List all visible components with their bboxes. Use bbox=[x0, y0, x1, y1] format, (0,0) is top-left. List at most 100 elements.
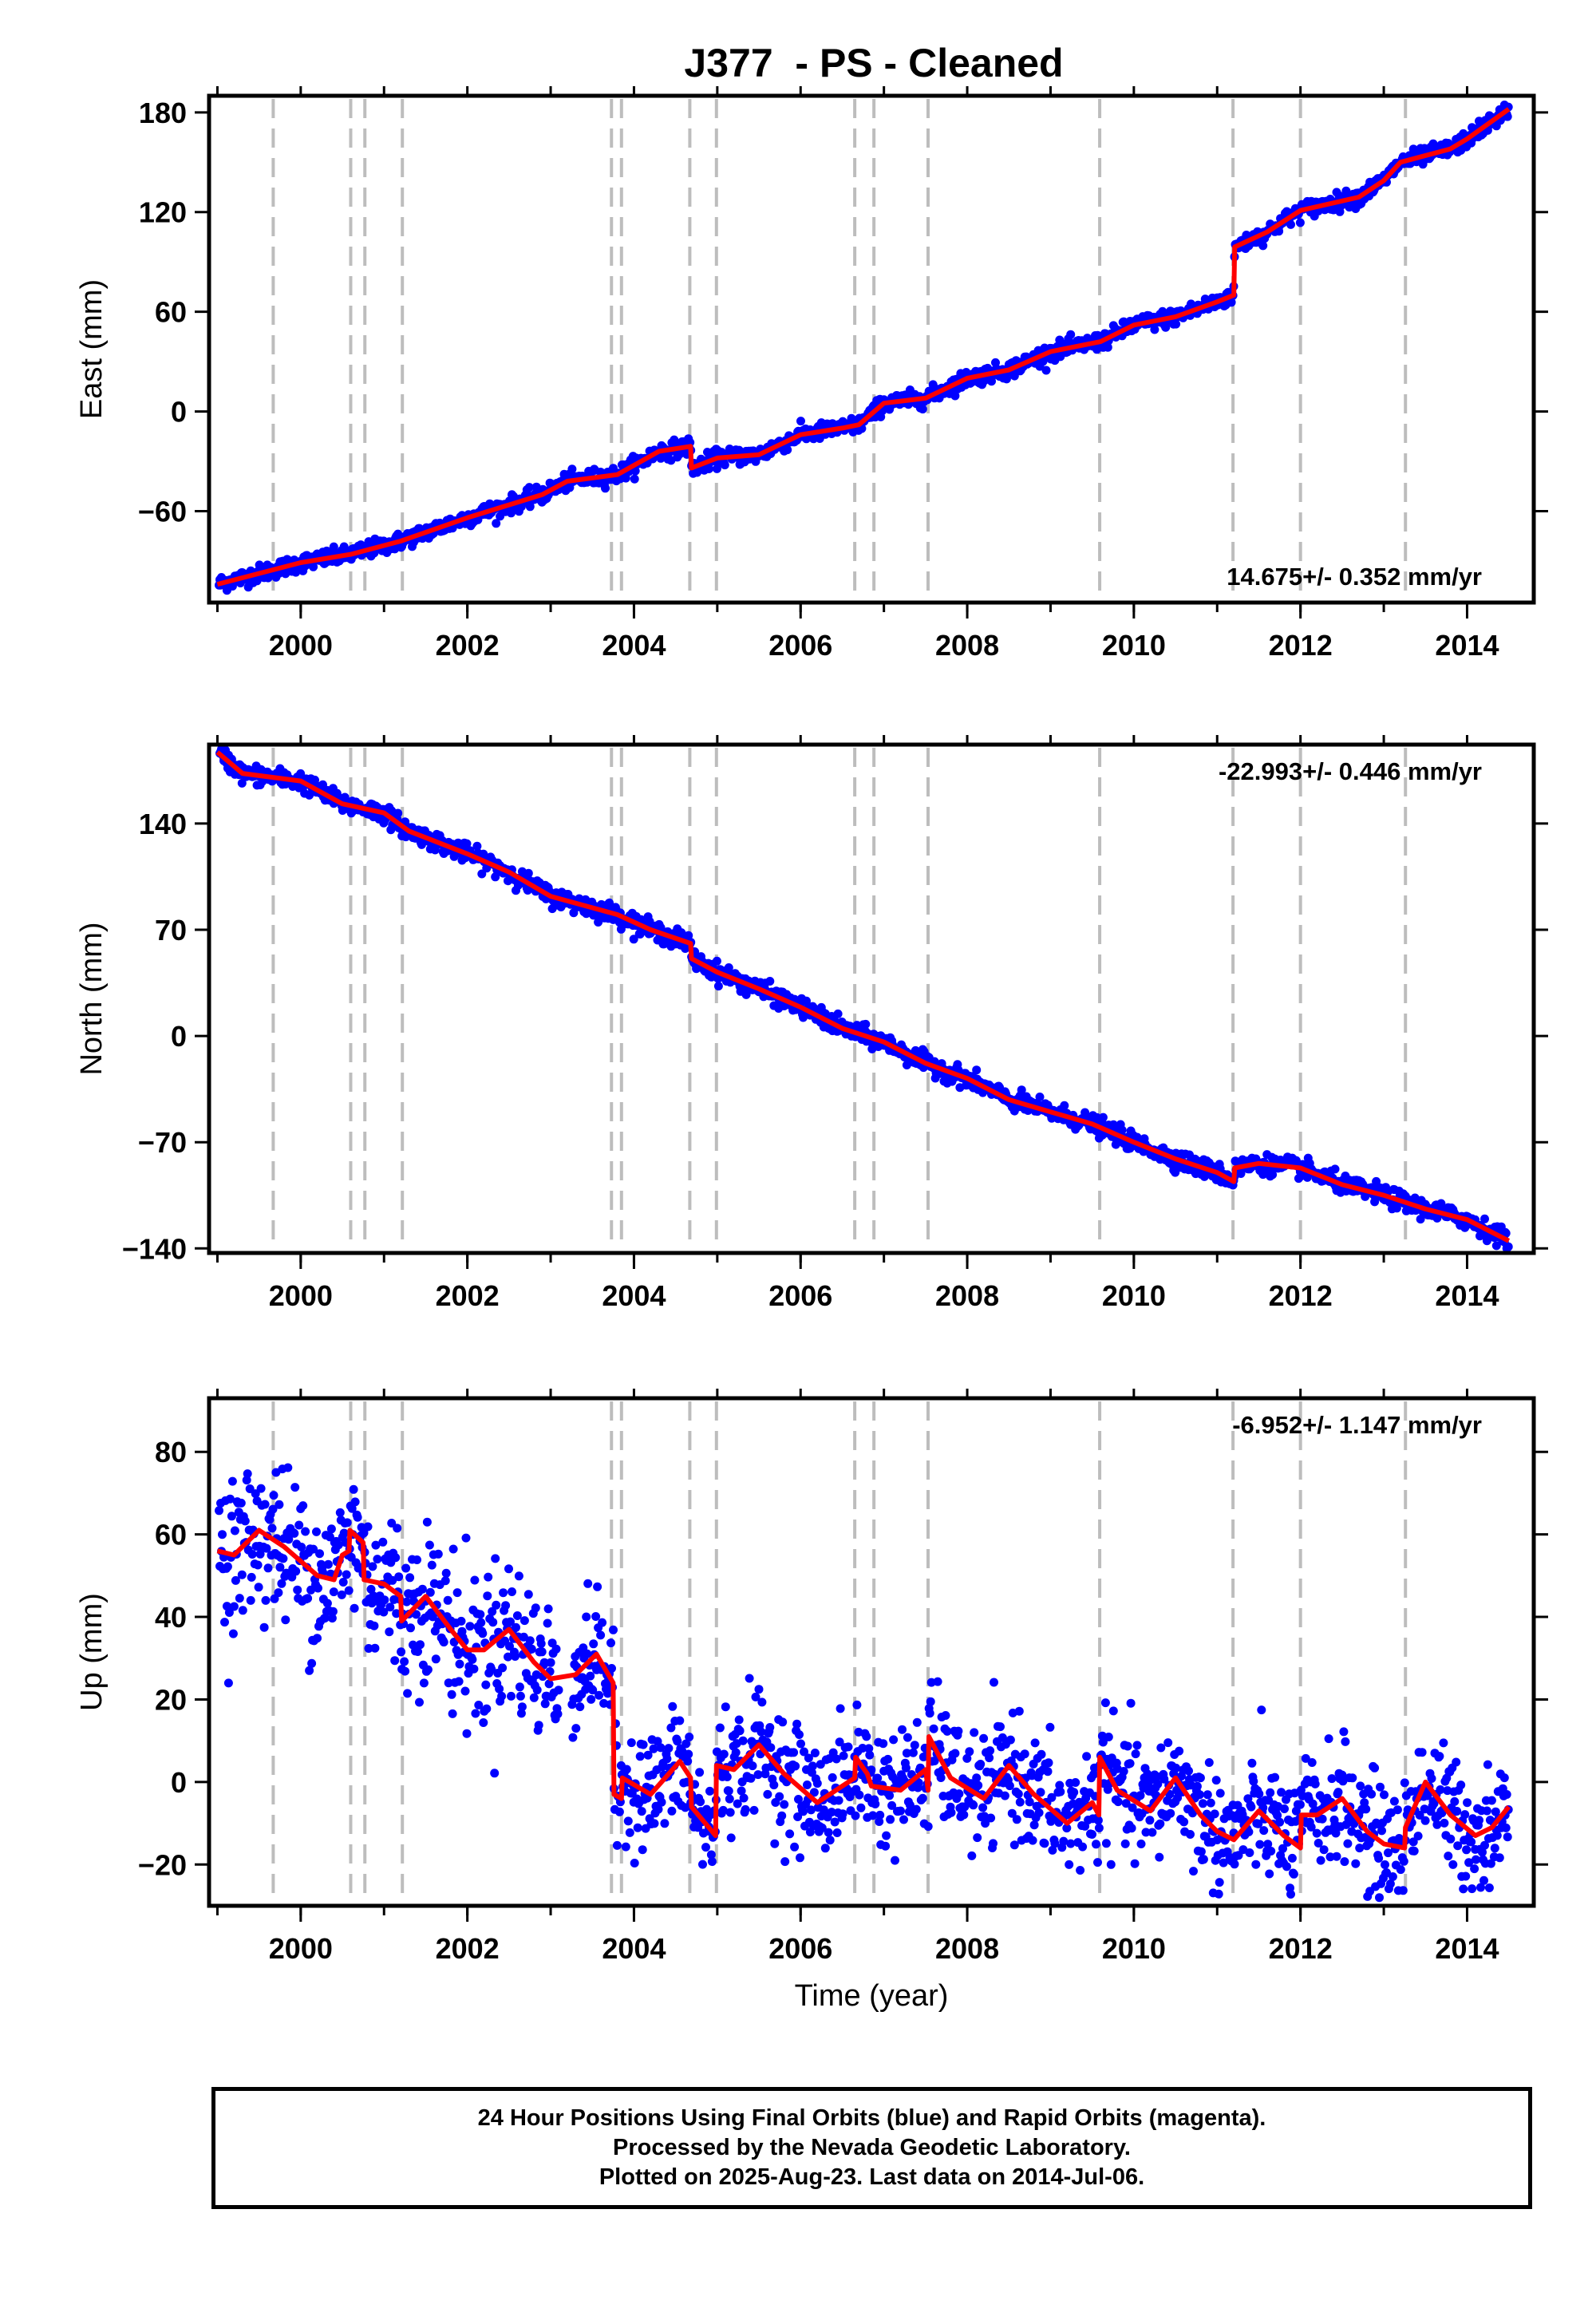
data-point bbox=[1230, 1860, 1239, 1869]
data-point bbox=[1436, 1785, 1445, 1794]
data-point bbox=[1098, 1113, 1108, 1122]
data-point bbox=[525, 1636, 535, 1646]
data-point bbox=[986, 1813, 996, 1823]
data-point bbox=[1409, 1846, 1419, 1856]
data-point bbox=[583, 1649, 592, 1658]
data-point bbox=[864, 1744, 874, 1753]
data-point bbox=[455, 1659, 464, 1669]
data-point bbox=[498, 1663, 508, 1673]
data-point bbox=[1330, 1164, 1340, 1174]
data-point bbox=[567, 464, 577, 474]
data-point bbox=[1254, 1789, 1264, 1799]
data-point bbox=[1125, 1759, 1135, 1769]
data-point bbox=[474, 1701, 484, 1709]
data-point bbox=[1317, 1814, 1327, 1824]
data-point bbox=[487, 1665, 496, 1674]
data-point bbox=[1121, 1799, 1131, 1808]
data-point bbox=[886, 1815, 895, 1824]
data-point bbox=[1035, 1093, 1045, 1101]
data-point bbox=[899, 1815, 908, 1824]
data-point bbox=[256, 1484, 266, 1493]
data-point bbox=[1258, 241, 1268, 251]
data-point bbox=[279, 1554, 288, 1563]
data-point bbox=[531, 1603, 540, 1613]
data-point bbox=[462, 839, 472, 848]
data-point bbox=[807, 1768, 816, 1777]
data-point bbox=[656, 923, 666, 932]
data-point bbox=[229, 1602, 239, 1611]
data-point bbox=[638, 1845, 647, 1855]
data-point bbox=[664, 1744, 674, 1753]
data-point bbox=[1063, 1810, 1073, 1820]
data-point bbox=[1050, 1839, 1060, 1848]
data-point bbox=[412, 1610, 421, 1619]
data-point bbox=[1307, 1758, 1317, 1767]
data-point bbox=[706, 1850, 716, 1860]
data-point bbox=[543, 1604, 553, 1614]
data-point bbox=[440, 1576, 450, 1586]
data-point bbox=[225, 1494, 235, 1504]
data-point bbox=[930, 1757, 939, 1765]
data-point bbox=[1203, 1790, 1212, 1800]
data-point bbox=[684, 931, 693, 940]
data-point bbox=[979, 1733, 989, 1743]
data-point bbox=[402, 1597, 412, 1607]
data-point bbox=[889, 1735, 899, 1745]
data-point bbox=[439, 1638, 448, 1647]
data-point bbox=[978, 1803, 988, 1812]
data-point bbox=[965, 1747, 974, 1757]
data-point bbox=[1452, 1757, 1461, 1767]
data-point bbox=[482, 1704, 492, 1713]
data-point bbox=[911, 1804, 921, 1814]
data-point bbox=[1059, 1836, 1069, 1846]
data-point bbox=[901, 1763, 911, 1773]
data-point bbox=[835, 1737, 844, 1747]
data-point bbox=[544, 1679, 554, 1689]
data-point bbox=[1089, 1769, 1098, 1779]
data-point bbox=[1047, 1792, 1057, 1802]
data-point bbox=[635, 1752, 645, 1761]
data-point bbox=[833, 1009, 843, 1018]
data-point bbox=[269, 1491, 279, 1500]
data-point bbox=[1155, 1852, 1164, 1862]
data-point bbox=[941, 1711, 950, 1720]
data-point bbox=[1196, 1847, 1206, 1856]
data-point bbox=[1119, 1767, 1128, 1776]
data-point bbox=[629, 935, 638, 944]
data-point bbox=[1166, 1808, 1175, 1818]
data-point bbox=[643, 1750, 653, 1760]
data-point bbox=[972, 1773, 982, 1783]
data-point bbox=[335, 1508, 345, 1517]
data-point bbox=[491, 1554, 500, 1563]
data-point bbox=[766, 1743, 776, 1753]
data-point bbox=[794, 1795, 803, 1804]
data-point bbox=[1020, 1749, 1029, 1759]
data-point bbox=[929, 1724, 938, 1733]
data-point bbox=[594, 918, 603, 927]
data-point bbox=[777, 1811, 787, 1820]
data-point bbox=[698, 1860, 707, 1869]
data-point bbox=[1273, 1811, 1282, 1820]
data-point bbox=[465, 1622, 475, 1631]
data-point bbox=[763, 1789, 772, 1799]
data-point bbox=[524, 483, 534, 492]
data-point bbox=[1331, 1828, 1341, 1838]
data-point bbox=[612, 1840, 622, 1850]
data-point bbox=[235, 1594, 244, 1603]
data-point bbox=[1186, 1830, 1195, 1839]
data-point bbox=[1092, 1840, 1100, 1849]
y-tick-label: −140 bbox=[122, 1232, 187, 1265]
data-point bbox=[806, 1805, 816, 1815]
data-point bbox=[1314, 1839, 1323, 1848]
data-point bbox=[416, 1640, 425, 1650]
data-point bbox=[898, 1725, 907, 1734]
data-point bbox=[1376, 1782, 1385, 1792]
data-point bbox=[1044, 1758, 1053, 1768]
data-point bbox=[1017, 1085, 1026, 1095]
data-point bbox=[713, 982, 723, 991]
data-point bbox=[539, 1658, 549, 1667]
data-point bbox=[583, 1579, 593, 1588]
data-point bbox=[1327, 1774, 1337, 1784]
data-point bbox=[681, 1739, 691, 1749]
